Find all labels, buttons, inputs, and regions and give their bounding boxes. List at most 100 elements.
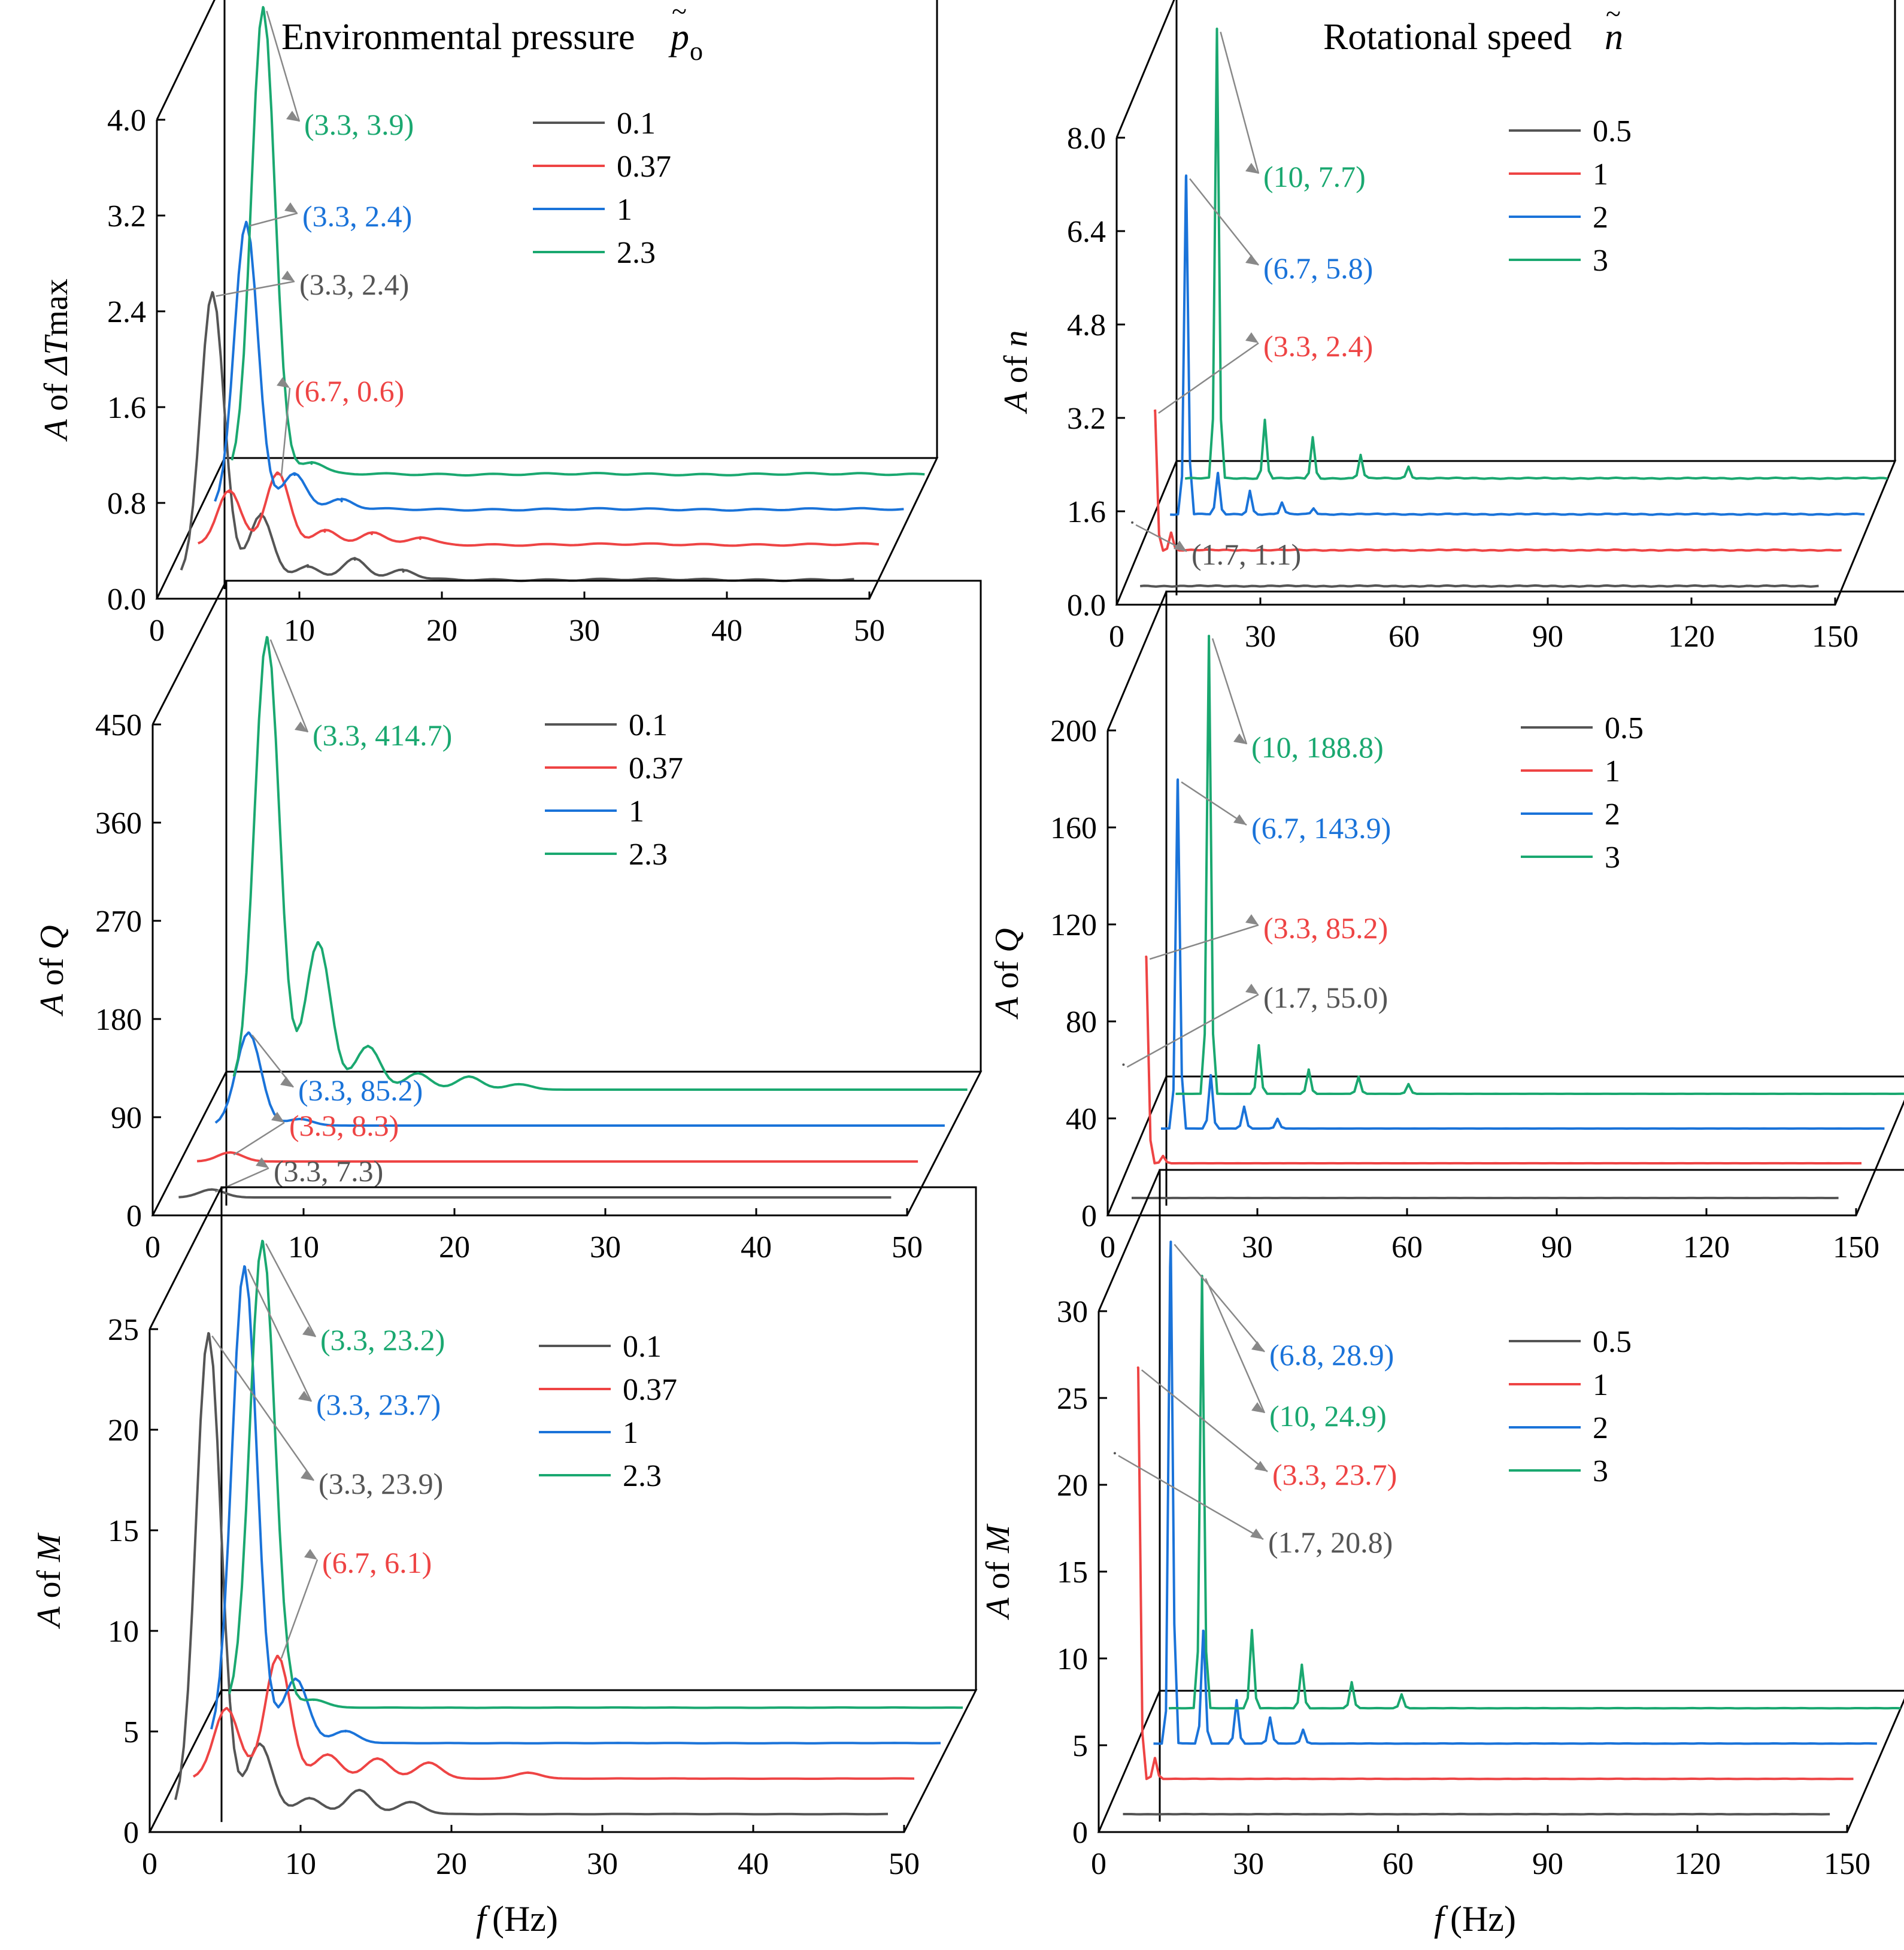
series-peak-point <box>409 1801 412 1804</box>
x-tick-label: 20 <box>439 1230 470 1264</box>
series-peak-point <box>402 570 405 573</box>
annotation-label: (3.3, 23.2) <box>320 1323 445 1357</box>
series-line-3 <box>1175 635 1904 1095</box>
series-peak-point <box>1302 1728 1305 1731</box>
left-wall-top-edge <box>156 0 216 120</box>
series-peak-point <box>258 1742 261 1745</box>
annotation-label: (1.7, 55.0) <box>1263 981 1388 1014</box>
y-tick-label: 270 <box>95 905 142 939</box>
floor-plane <box>1115 460 1897 606</box>
y-axis-title-a: A <box>31 1606 68 1630</box>
annotation-leader-line <box>1211 638 1248 745</box>
annotation-label: (1.7, 20.8) <box>1268 1526 1393 1559</box>
series-peak-point <box>276 1655 279 1658</box>
y-tick-label: 15 <box>1057 1555 1088 1590</box>
annotation-leader-line <box>1141 1369 1268 1472</box>
left-wall-top-edge <box>1115 0 1175 138</box>
annotation-label: (3.3, 2.4) <box>302 199 412 233</box>
series-peak-point <box>1312 508 1315 511</box>
legend-entry: 0.37 <box>617 150 671 184</box>
series-peak-point <box>225 1707 228 1710</box>
series-1 <box>210 1265 941 1745</box>
series-peak-point <box>229 1151 232 1154</box>
x-axis-title-right-unit: (Hz) <box>1450 1899 1516 1939</box>
annotation-label: (3.3, 85.2) <box>298 1073 423 1107</box>
series-peak-point <box>1242 1105 1245 1108</box>
series-peak-point <box>1248 490 1251 493</box>
annotation-label: (3.3, 85.2) <box>1263 911 1388 945</box>
series-peak-point <box>376 1757 379 1760</box>
series-line-2.3 <box>228 1239 963 1709</box>
y-axis-title: A of Q <box>989 928 1026 1020</box>
y-axis-title-symbol: ΔT <box>38 334 75 376</box>
y-axis-title-of: of <box>38 375 75 420</box>
annotation-label: (10, 188.8) <box>1251 730 1384 764</box>
floor-plane <box>1106 1075 1904 1217</box>
series-line-1 <box>214 1031 945 1127</box>
series-peak-point <box>312 1699 315 1702</box>
y-tick-label: 180 <box>95 1003 142 1037</box>
legend-entry: 0.5 <box>1605 711 1644 745</box>
y-tick-label: 0.0 <box>1067 589 1106 623</box>
y-tick-label: 3.2 <box>107 199 146 233</box>
series-peak-point <box>358 1789 361 1792</box>
series-peak-point <box>1357 1075 1360 1078</box>
series-line-2 <box>1170 174 1865 516</box>
annotation-label: (6.7, 143.9) <box>1251 811 1391 845</box>
series-1 <box>214 220 904 512</box>
series-line-0.37 <box>192 1654 915 1780</box>
y-tick-label: 360 <box>95 806 142 841</box>
annotation-label: (3.3, 414.7) <box>313 718 452 752</box>
x-tick-label: 30 <box>1242 1230 1273 1264</box>
series-peak-point <box>1216 472 1219 475</box>
annotation-arrowhead <box>298 1391 311 1402</box>
series-peak-point <box>1281 502 1284 505</box>
legend-entry: 1 <box>629 794 644 829</box>
x-tick-label: 40 <box>738 1847 769 1881</box>
series-peak-point <box>344 1730 347 1733</box>
series-peak-point <box>243 1265 246 1268</box>
series-peak-point <box>416 1072 419 1075</box>
series-peak-point <box>1215 28 1218 31</box>
series-peak-point <box>247 1031 250 1034</box>
x-tick-label: 30 <box>1245 620 1276 654</box>
annotation-leader-line <box>1189 178 1259 266</box>
series-0.37 <box>192 1654 915 1780</box>
annotation-leader-line <box>1205 1278 1266 1414</box>
series-peak-point <box>1185 175 1188 178</box>
series-line-0.37 <box>197 471 880 547</box>
x-tick-label: 120 <box>1674 1847 1721 1881</box>
legend-entry: 2.3 <box>623 1459 662 1493</box>
series-peak-point <box>1145 955 1148 958</box>
y-tick-label: 1.6 <box>107 391 146 425</box>
annotation-leader-line <box>233 1121 285 1156</box>
x-tick-label: 90 <box>1532 620 1563 654</box>
x-tick-label: 40 <box>741 1230 772 1264</box>
legend-entry: 1 <box>1593 1368 1608 1402</box>
series-line-0.5 <box>1123 1812 1830 1816</box>
series-peak-point <box>1162 1154 1165 1157</box>
back-wall <box>220 1186 977 1690</box>
series-peak-point <box>1400 1693 1403 1696</box>
back-wall <box>225 580 982 1072</box>
back-wall <box>1175 0 1896 461</box>
y-tick-label: 15 <box>108 1514 139 1548</box>
x-tick-label: 60 <box>1388 620 1420 654</box>
y-tick-label: 0 <box>126 1199 142 1233</box>
series-peak-point <box>1131 521 1134 524</box>
legend-entry: 2 <box>1605 797 1620 832</box>
x-tick-label: 120 <box>1668 620 1715 654</box>
series-peak-point <box>1307 1068 1310 1071</box>
x-tick-label: 30 <box>590 1230 621 1264</box>
annotation-label: (1.7, 1.1) <box>1191 538 1301 571</box>
annotation-label: (6.7, 0.6) <box>295 374 404 408</box>
series-peak-point <box>1250 1629 1253 1631</box>
y-axis-title-a: A <box>989 997 1026 1020</box>
series-peak-point <box>370 532 373 535</box>
annotation-leader-line <box>1220 31 1260 174</box>
series-peak-point <box>207 1332 210 1335</box>
series-peak-point <box>1407 466 1410 469</box>
x-axis-title-right: f (Hz) <box>1434 1899 1516 1939</box>
